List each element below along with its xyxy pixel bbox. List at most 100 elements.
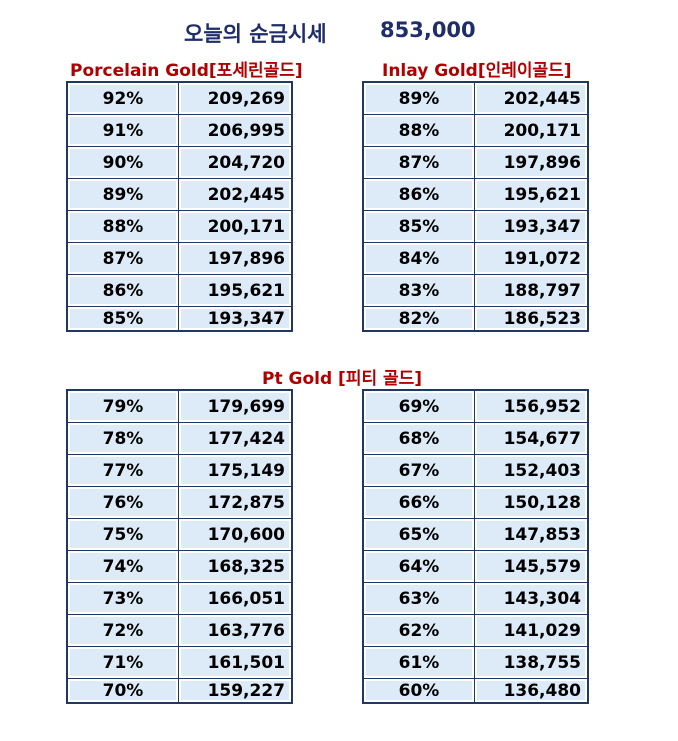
table-row: 85% 193,347	[66, 306, 293, 332]
purity-percent-cell: 63%	[362, 582, 475, 615]
title-row: 오늘의 순금시세 853,000	[0, 18, 678, 48]
table-row: 67% 152,403	[362, 454, 589, 487]
price-value-cell: 191,072	[474, 242, 589, 275]
purity-percent-cell: 88%	[66, 210, 179, 243]
table-row: 72% 163,776	[66, 614, 293, 647]
purity-percent-cell: 92%	[66, 81, 179, 115]
purity-percent-cell: 64%	[362, 550, 475, 583]
purity-percent-cell: 70%	[66, 678, 179, 704]
table-row: 66% 150,128	[362, 486, 589, 519]
price-value-cell: 138,755	[474, 646, 589, 679]
purity-percent-cell: 66%	[362, 486, 475, 519]
pt-gold-table-left: 79% 179,699 78% 177,424 77% 175,149 76% 172,875…	[66, 389, 293, 704]
purity-percent-cell: 86%	[66, 274, 179, 307]
price-value-cell: 175,149	[178, 454, 293, 487]
purity-percent-cell: 85%	[362, 210, 475, 243]
table-row: 88% 200,171	[362, 114, 589, 147]
purity-percent-cell: 77%	[66, 454, 179, 487]
porcelain-gold-heading: Porcelain Gold[포세린골드]	[70, 61, 303, 81]
gold-price: 853,000	[380, 18, 476, 42]
purity-percent-cell: 82%	[362, 306, 475, 332]
table-row: 74% 168,325	[66, 550, 293, 583]
purity-percent-cell: 71%	[66, 646, 179, 679]
purity-percent-cell: 91%	[66, 114, 179, 147]
price-value-cell: 143,304	[474, 582, 589, 615]
price-value-cell: 152,403	[474, 454, 589, 487]
price-value-cell: 172,875	[178, 486, 293, 519]
table-row: 75% 170,600	[66, 518, 293, 551]
purity-percent-cell: 76%	[66, 486, 179, 519]
porcelain-gold-table: 92% 209,269 91% 206,995 90% 204,720 89% 202,445…	[66, 81, 293, 332]
price-value-cell: 202,445	[474, 81, 589, 115]
table-row: 84% 191,072	[362, 242, 589, 275]
table-row: 89% 202,445	[66, 178, 293, 211]
price-value-cell: 193,347	[474, 210, 589, 243]
table-row: 85% 193,347	[362, 210, 589, 243]
table-row: 65% 147,853	[362, 518, 589, 551]
purity-percent-cell: 61%	[362, 646, 475, 679]
price-value-cell: 141,029	[474, 614, 589, 647]
table-row: 91% 206,995	[66, 114, 293, 147]
purity-percent-cell: 79%	[66, 389, 179, 423]
purity-percent-cell: 78%	[66, 422, 179, 455]
purity-percent-cell: 83%	[362, 274, 475, 307]
price-value-cell: 206,995	[178, 114, 293, 147]
price-value-cell: 177,424	[178, 422, 293, 455]
price-value-cell: 156,952	[474, 389, 589, 423]
purity-percent-cell: 69%	[362, 389, 475, 423]
purity-percent-cell: 90%	[66, 146, 179, 179]
table-row: 77% 175,149	[66, 454, 293, 487]
price-value-cell: 202,445	[178, 178, 293, 211]
table-row: 83% 188,797	[362, 274, 589, 307]
table-row: 76% 172,875	[66, 486, 293, 519]
price-value-cell: 170,600	[178, 518, 293, 551]
pt-gold-heading: Pt Gold [피티 골드]	[262, 369, 423, 389]
table-row: 71% 161,501	[66, 646, 293, 679]
table-row: 60% 136,480	[362, 678, 589, 704]
price-value-cell: 168,325	[178, 550, 293, 583]
table-row: 90% 204,720	[66, 146, 293, 179]
purity-percent-cell: 89%	[66, 178, 179, 211]
table-row: 68% 154,677	[362, 422, 589, 455]
price-value-cell: 209,269	[178, 81, 293, 115]
table-row: 64% 145,579	[362, 550, 589, 583]
purity-percent-cell: 86%	[362, 178, 475, 211]
purity-percent-cell: 72%	[66, 614, 179, 647]
table-row: 73% 166,051	[66, 582, 293, 615]
price-value-cell: 159,227	[178, 678, 293, 704]
table-row: 79% 179,699	[66, 389, 293, 423]
price-value-cell: 200,171	[178, 210, 293, 243]
table-row: 87% 197,896	[66, 242, 293, 275]
purity-percent-cell: 89%	[362, 81, 475, 115]
purity-percent-cell: 85%	[66, 306, 179, 332]
table-row: 89% 202,445	[362, 81, 589, 115]
price-value-cell: 163,776	[178, 614, 293, 647]
price-value-cell: 204,720	[178, 146, 293, 179]
purity-percent-cell: 65%	[362, 518, 475, 551]
price-value-cell: 197,896	[178, 242, 293, 275]
purity-percent-cell: 74%	[66, 550, 179, 583]
table-row: 62% 141,029	[362, 614, 589, 647]
pt-gold-table-right: 69% 156,952 68% 154,677 67% 152,403 66% 150,128…	[362, 389, 589, 704]
purity-percent-cell: 87%	[66, 242, 179, 275]
page-title: 오늘의 순금시세	[184, 22, 327, 46]
price-value-cell: 166,051	[178, 582, 293, 615]
price-value-cell: 136,480	[474, 678, 589, 704]
purity-percent-cell: 60%	[362, 678, 475, 704]
purity-percent-cell: 68%	[362, 422, 475, 455]
purity-percent-cell: 73%	[66, 582, 179, 615]
table-row: 61% 138,755	[362, 646, 589, 679]
price-value-cell: 154,677	[474, 422, 589, 455]
inlay-gold-heading: Inlay Gold[인레이골드]	[382, 61, 572, 81]
price-value-cell: 150,128	[474, 486, 589, 519]
table-row: 78% 177,424	[66, 422, 293, 455]
price-value-cell: 200,171	[474, 114, 589, 147]
price-value-cell: 186,523	[474, 306, 589, 332]
price-value-cell: 193,347	[178, 306, 293, 332]
table-row: 70% 159,227	[66, 678, 293, 704]
table-row: 92% 209,269	[66, 81, 293, 115]
purity-percent-cell: 62%	[362, 614, 475, 647]
table-row: 86% 195,621	[66, 274, 293, 307]
price-value-cell: 195,621	[178, 274, 293, 307]
table-row: 88% 200,171	[66, 210, 293, 243]
